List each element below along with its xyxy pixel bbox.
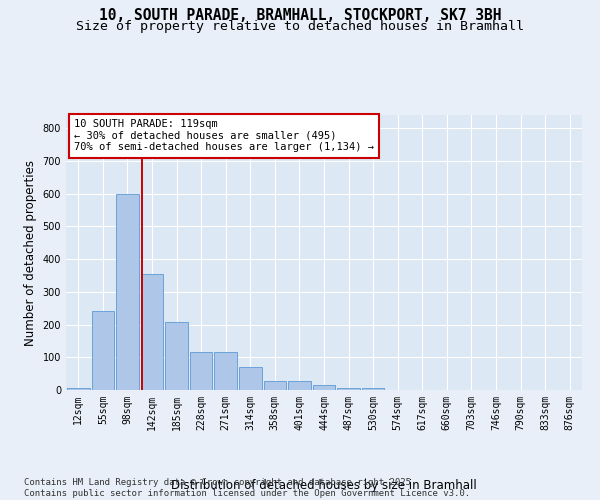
Bar: [92, 312, 114, 390]
X-axis label: Distribution of detached houses by size in Bramhall: Distribution of detached houses by size …: [171, 478, 477, 492]
Bar: [67, 388, 89, 390]
Bar: [288, 381, 311, 390]
Bar: [190, 352, 212, 390]
Text: Contains HM Land Registry data © Crown copyright and database right 2025.
Contai: Contains HM Land Registry data © Crown c…: [24, 478, 470, 498]
Bar: [116, 194, 139, 390]
Bar: [263, 381, 286, 390]
Bar: [239, 367, 262, 390]
Bar: [362, 388, 385, 390]
Bar: [214, 352, 237, 390]
Bar: [165, 322, 188, 390]
Bar: [140, 274, 163, 390]
Bar: [313, 386, 335, 390]
Y-axis label: Number of detached properties: Number of detached properties: [24, 160, 37, 346]
Text: Size of property relative to detached houses in Bramhall: Size of property relative to detached ho…: [76, 20, 524, 33]
Bar: [337, 388, 360, 390]
Text: 10, SOUTH PARADE, BRAMHALL, STOCKPORT, SK7 3BH: 10, SOUTH PARADE, BRAMHALL, STOCKPORT, S…: [99, 8, 501, 22]
Text: 10 SOUTH PARADE: 119sqm
← 30% of detached houses are smaller (495)
70% of semi-d: 10 SOUTH PARADE: 119sqm ← 30% of detache…: [74, 119, 374, 152]
